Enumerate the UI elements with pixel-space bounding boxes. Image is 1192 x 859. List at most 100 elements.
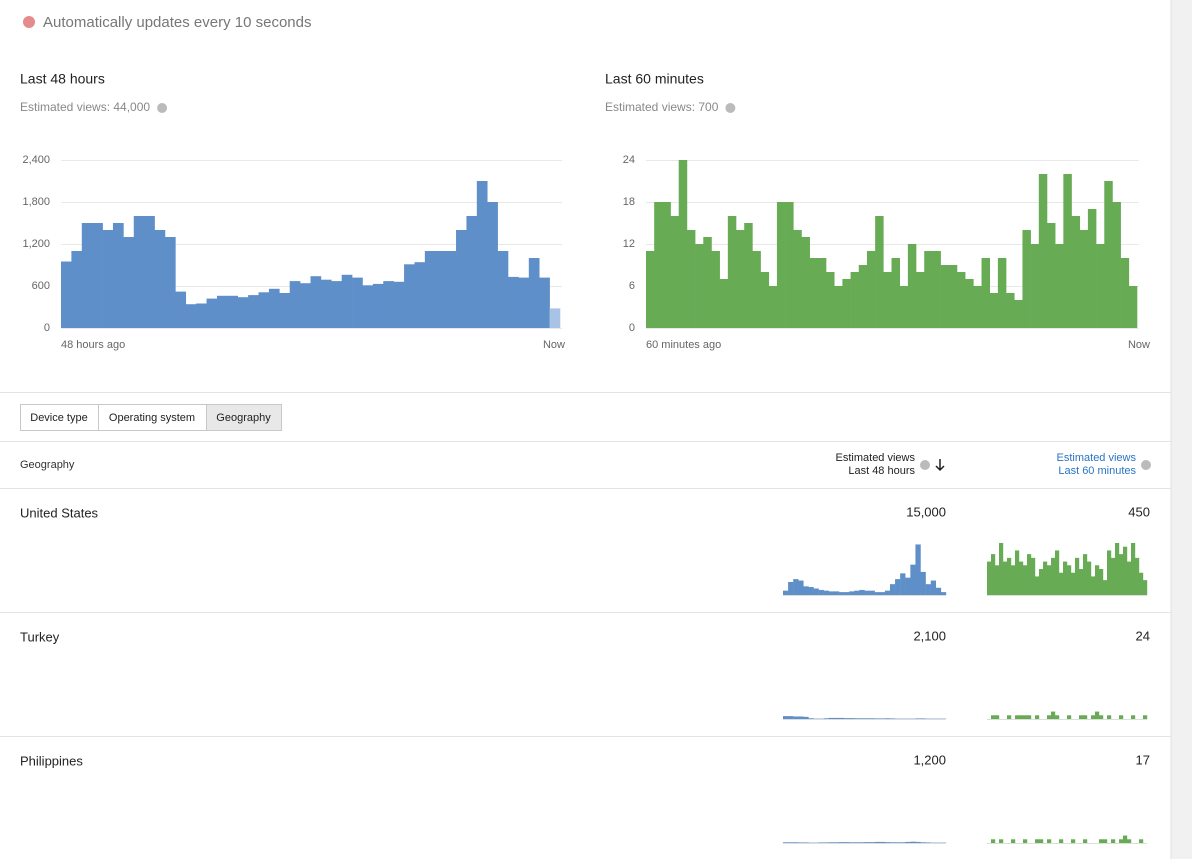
y-tick-label: 6	[629, 280, 635, 292]
bar	[760, 272, 770, 328]
bar	[678, 160, 688, 328]
spark-bar	[874, 841, 880, 843]
bar	[1071, 216, 1081, 328]
spark-bar	[1087, 561, 1092, 595]
spark-bar	[1023, 565, 1028, 595]
tab[interactable]	[98, 404, 207, 431]
spark-bar	[1035, 715, 1040, 719]
spark-bar	[884, 590, 891, 595]
spark-bar	[793, 579, 799, 595]
column-header[interactable]: Geography	[20, 459, 75, 471]
spark-bar	[1083, 715, 1088, 719]
bar	[858, 265, 868, 328]
bar	[1079, 230, 1089, 328]
spark-bar	[1051, 557, 1056, 595]
bar	[393, 281, 405, 328]
chart-subtitle: Estimated views: 44,000	[20, 100, 150, 114]
spark-bar	[930, 580, 937, 595]
y-tick-label: 12	[623, 238, 635, 250]
row-name[interactable]: Turkey	[20, 629, 60, 644]
y-tick-label: 1,800	[22, 196, 50, 208]
spark-bar	[1139, 839, 1144, 843]
row-name[interactable]: Philippines	[20, 753, 83, 768]
bar	[809, 258, 819, 328]
spark-bar	[803, 586, 809, 595]
spark-bar	[839, 592, 845, 595]
bar	[216, 295, 228, 328]
bar	[528, 258, 540, 328]
spark-bar	[1067, 715, 1072, 719]
spark-bar	[788, 716, 794, 719]
help-icon[interactable]	[157, 103, 168, 113]
spark-bar	[1119, 554, 1124, 595]
row-name[interactable]: United States	[20, 505, 99, 520]
spark-bar	[1015, 550, 1020, 595]
column-subheader[interactable]: Last 60 minutes	[1058, 465, 1136, 477]
spark-bar	[803, 716, 809, 719]
bar	[1022, 230, 1031, 328]
spark-bar	[1079, 569, 1084, 595]
tab-label[interactable]: Operating system	[109, 412, 195, 424]
bar	[662, 202, 671, 328]
tab-label[interactable]: Device type	[30, 412, 87, 424]
bar	[736, 230, 745, 328]
spark-bar	[783, 716, 789, 719]
spark-bar	[869, 590, 875, 595]
bar	[320, 279, 332, 328]
bar	[341, 274, 353, 328]
spark-bar	[823, 842, 830, 843]
column-header[interactable]: Estimated views	[836, 452, 916, 464]
spark-bar	[859, 589, 865, 595]
spark-bar	[823, 590, 830, 595]
spark-bar	[1043, 561, 1048, 595]
spark-bar	[783, 842, 789, 843]
spark-bar	[1119, 839, 1124, 843]
spark-bar	[844, 592, 850, 595]
bar	[175, 291, 187, 328]
spark-bar	[798, 716, 804, 719]
spark-bar	[1103, 839, 1108, 843]
spark-bar	[1063, 561, 1068, 595]
help-icon[interactable]	[920, 460, 930, 470]
spark-bar	[999, 543, 1004, 595]
bar	[518, 277, 530, 328]
spark-bar	[1011, 565, 1016, 595]
bar	[404, 264, 415, 328]
spark-bar	[905, 841, 911, 843]
spark-bar	[798, 580, 804, 595]
spark-bar	[1007, 557, 1012, 595]
spark-bar	[1059, 839, 1064, 843]
spark-bar	[1035, 839, 1040, 843]
bar	[331, 281, 342, 328]
bar	[719, 279, 729, 328]
bar	[932, 251, 941, 328]
spark-bar	[1103, 580, 1108, 595]
spark-bar	[844, 718, 850, 719]
spark-bar	[905, 577, 911, 595]
help-icon[interactable]	[1141, 460, 1151, 470]
bar	[916, 272, 925, 328]
tab[interactable]	[206, 404, 282, 431]
bar	[826, 272, 835, 328]
help-icon[interactable]	[725, 103, 736, 113]
bar	[924, 251, 933, 328]
bar	[144, 216, 155, 328]
bar	[670, 216, 680, 328]
bar	[352, 277, 363, 328]
spark-bar	[828, 842, 835, 843]
bar	[883, 272, 892, 328]
bar	[1006, 293, 1015, 328]
bar	[768, 286, 778, 328]
bar	[424, 251, 436, 328]
spark-bar	[833, 717, 840, 719]
spark-bar	[864, 842, 870, 843]
spark-bar	[813, 588, 819, 595]
spark-bar	[839, 842, 845, 843]
tab-label[interactable]: Geography	[216, 412, 271, 424]
bar	[279, 293, 291, 328]
spark-bar	[995, 715, 1000, 719]
column-subheader[interactable]: Last 48 hours	[848, 465, 915, 477]
sort-arrow	[935, 459, 945, 472]
tab[interactable]	[20, 404, 99, 431]
column-header[interactable]: Estimated views	[1057, 452, 1137, 464]
